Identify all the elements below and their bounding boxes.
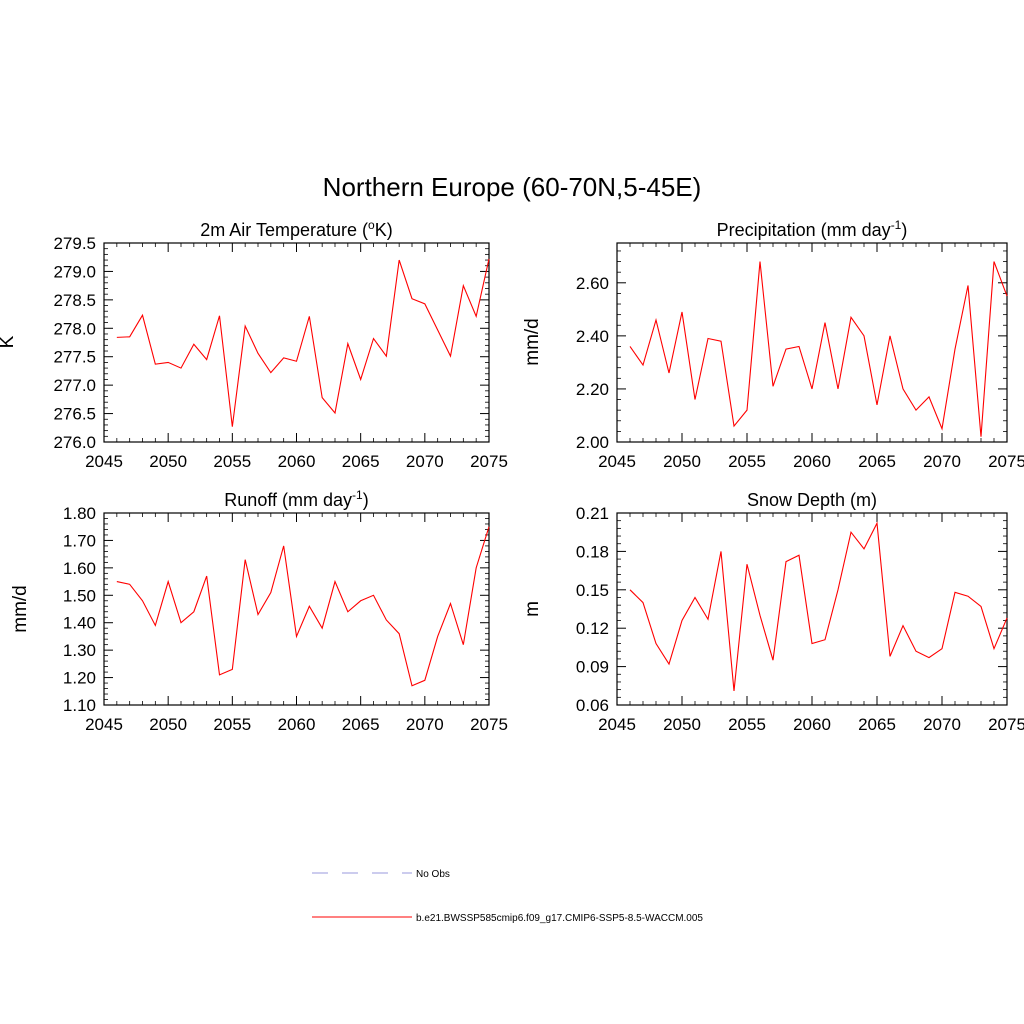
series-line (629, 521, 1008, 691)
y-tick-label: 279.0 (53, 262, 96, 281)
y-tick-label: 0.12 (576, 619, 609, 638)
y-tick-label: 276.5 (53, 405, 96, 424)
x-tick-label: 2075 (988, 452, 1024, 471)
y-tick-label: 1.10 (63, 696, 96, 715)
y-tick-label: 1.70 (63, 531, 96, 550)
x-tick-label: 2045 (85, 715, 123, 734)
x-tick-label: 2050 (663, 452, 701, 471)
plot-frame (103, 242, 490, 443)
y-tick-label: 278.5 (53, 291, 96, 310)
x-tick-label: 2050 (149, 715, 187, 734)
y-axis-label: K (0, 335, 18, 348)
x-tick-label: 2065 (858, 715, 896, 734)
legend: No Obs b.e21.BWSSP585cmip6.f09_g17.CMIP6-… (312, 869, 703, 924)
legend-label: No Obs (416, 869, 450, 880)
y-tick-label: 1.20 (63, 669, 96, 688)
x-tick-label: 2055 (213, 452, 251, 471)
x-tick-label: 2060 (793, 715, 831, 734)
y-tick-label: 278.0 (53, 319, 96, 338)
y-tick-label: 1.40 (63, 614, 96, 633)
panel-title: Runoff (mm day-1) (224, 488, 368, 510)
x-tick-label: 2050 (663, 715, 701, 734)
x-tick-label: 2070 (406, 715, 444, 734)
series-line (116, 258, 490, 427)
legend-item-0: No Obs (312, 869, 450, 880)
y-tick-label: 2.20 (576, 380, 609, 399)
series-line (629, 261, 1008, 437)
y-tick-label: 1.50 (63, 586, 96, 605)
series-line (116, 526, 490, 687)
x-tick-label: 2075 (470, 715, 508, 734)
y-tick-label: 277.0 (53, 376, 96, 395)
y-tick-label: 1.60 (63, 559, 96, 578)
plot-frame (616, 512, 1008, 706)
panels: 2m Air Temperature (oK) K 2045 2050 2055 2060… (0, 218, 1024, 734)
y-tick-label: 279.5 (53, 234, 96, 253)
x-tick-label: 2045 (85, 452, 123, 471)
panel-title: Snow Depth (m) (747, 490, 877, 510)
x-tick-label: 2060 (793, 452, 831, 471)
x-tick-label: 2075 (470, 452, 508, 471)
x-tick-label: 2065 (342, 715, 380, 734)
y-axis-label: mm/d (522, 318, 543, 366)
panel-0: 2m Air Temperature (oK) K 2045 2050 2055 2060… (0, 218, 508, 471)
y-tick-label: 276.0 (53, 433, 96, 452)
panel-title: Precipitation (mm day-1) (717, 218, 908, 240)
y-tick-label: 1.30 (63, 641, 96, 660)
figure-title: Northern Europe (60-70N,5-45E) (323, 172, 702, 202)
x-tick-label: 2070 (923, 715, 961, 734)
x-tick-label: 2060 (278, 452, 316, 471)
x-tick-label: 2055 (728, 715, 766, 734)
y-tick-label: 277.5 (53, 348, 96, 367)
y-tick-label: 2.00 (576, 433, 609, 452)
x-tick-label: 2070 (923, 452, 961, 471)
panel-1: Precipitation (mm day-1) mm/d 2045 2050 2055… (522, 218, 1024, 471)
y-tick-label: 2.40 (576, 327, 609, 346)
x-tick-label: 2055 (728, 452, 766, 471)
x-tick-label: 2045 (598, 452, 636, 471)
x-tick-label: 2065 (342, 452, 380, 471)
y-axis-label: mm/d (10, 585, 31, 633)
x-tick-label: 2045 (598, 715, 636, 734)
x-tick-label: 2050 (149, 452, 187, 471)
panel-title: 2m Air Temperature (oK) (200, 218, 392, 240)
y-tick-label: 0.18 (576, 542, 609, 561)
y-tick-label: 0.21 (576, 504, 609, 523)
y-tick-label: 0.09 (576, 658, 609, 677)
panel-2: Runoff (mm day-1) mm/d 2045 2050 2055 2060 206… (10, 488, 508, 734)
y-tick-label: 0.06 (576, 696, 609, 715)
x-tick-label: 2070 (406, 452, 444, 471)
y-tick-label: 0.15 (576, 581, 609, 600)
x-tick-label: 2060 (278, 715, 316, 734)
x-tick-label: 2075 (988, 715, 1024, 734)
y-axis-label: m (522, 601, 543, 617)
legend-label: b.e21.BWSSP585cmip6.f09_g17.CMIP6-SSP5-8… (416, 913, 703, 924)
plot-frame (103, 512, 490, 706)
x-tick-label: 2055 (213, 715, 251, 734)
panel-3: Snow Depth (m) m 2045 2050 2055 2060 2065 2070 2… (522, 490, 1024, 734)
y-tick-label: 1.80 (63, 504, 96, 523)
x-tick-label: 2065 (858, 452, 896, 471)
legend-item-1: b.e21.BWSSP585cmip6.f09_g17.CMIP6-SSP5-8… (312, 913, 703, 924)
y-tick-label: 2.60 (576, 274, 609, 293)
